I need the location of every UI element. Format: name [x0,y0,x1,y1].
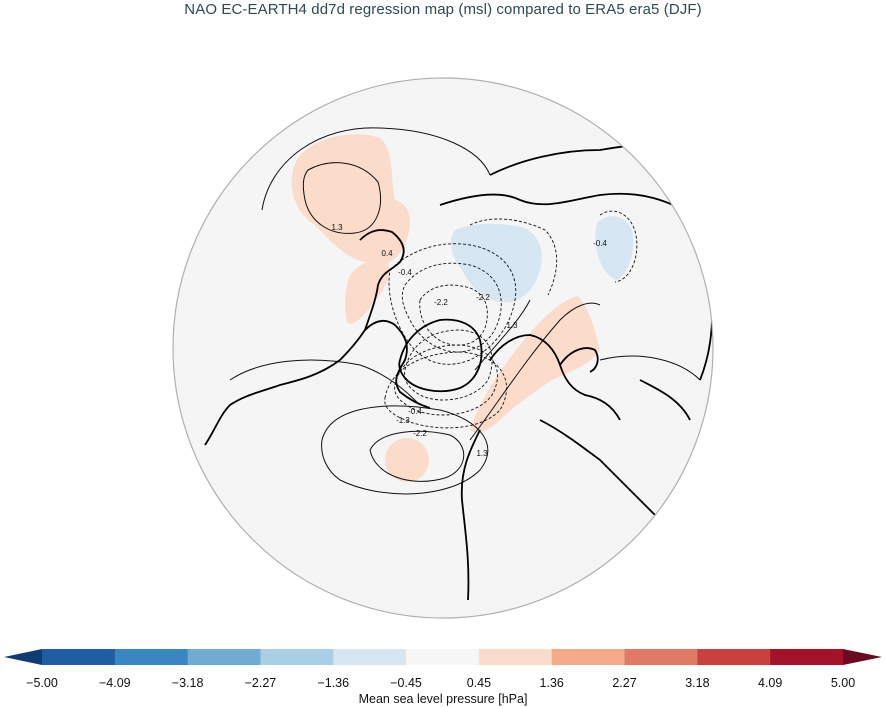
colorbar-extend-min [4,649,42,665]
colorbar-tick-label: −5.00 [26,676,58,690]
colorbar-tick-label: 1.36 [539,676,564,690]
contour-label: -2.2 [413,429,427,438]
colorbar-tick-label: 4.09 [758,676,783,690]
atlantic-europe-positive-shade [470,296,600,433]
colorbar-segment [333,649,407,665]
colorbar-segment [478,649,553,665]
contour-label: 1.3 [506,321,518,330]
colorbar-segment [114,649,189,665]
colorbar-label: Mean sea level pressure [hPa] [358,692,528,706]
colorbar-tick-label: 0.45 [466,676,492,690]
arctic-negative-shade [451,223,542,303]
contour-label: 1.3 [476,449,488,458]
colorbar-segment [770,649,844,665]
canada-positive-shade [345,260,390,324]
colorbar-segment [260,649,334,665]
colorbar [4,649,882,665]
colorbar-extend-max [843,649,882,665]
contour-label: 1.3 [331,223,343,232]
map-background [173,78,713,618]
colorbar-segment [406,649,480,665]
colorbar-tick-label: −4.09 [98,676,131,690]
polar-map: 1.30.4-0.4-2.2-2.21.3-0.4-0.4-1.3-2.21.3 [172,77,714,619]
contour-label: -0.4 [593,239,607,248]
siberia-negative-shade [595,216,634,280]
colorbar-tick-label: 2.27 [612,676,637,690]
colorbar-tick-label: −1.36 [317,676,350,690]
contour-label: -2.2 [476,293,490,302]
colorbar-tick-label: 5.00 [830,676,856,690]
contour-label: -1.3 [396,416,410,425]
contour-label: -0.4 [398,268,412,277]
contour-label: -2.2 [434,298,448,307]
contour-label: 0.4 [381,249,393,258]
colorbar-segment [551,649,626,665]
colorbar-tick-label: −0.45 [390,676,422,690]
colorbar-segment [624,649,698,665]
contour-label: -0.4 [408,407,422,416]
azores-positive-shade [385,438,429,482]
colorbar-tick-label: −2.27 [244,676,277,690]
colorbar-tick-label: 3.18 [685,676,710,690]
figure-title: NAO EC-EARTH4 dd7d regression map (msl) … [184,1,702,18]
north-pacific-positive-shade [291,134,411,265]
colorbar-segment [697,649,771,665]
map-boundary [172,77,714,619]
colorbar-segment [42,649,116,665]
colorbar-tick-label: −3.18 [171,676,204,690]
colorbar-segment [187,649,261,665]
